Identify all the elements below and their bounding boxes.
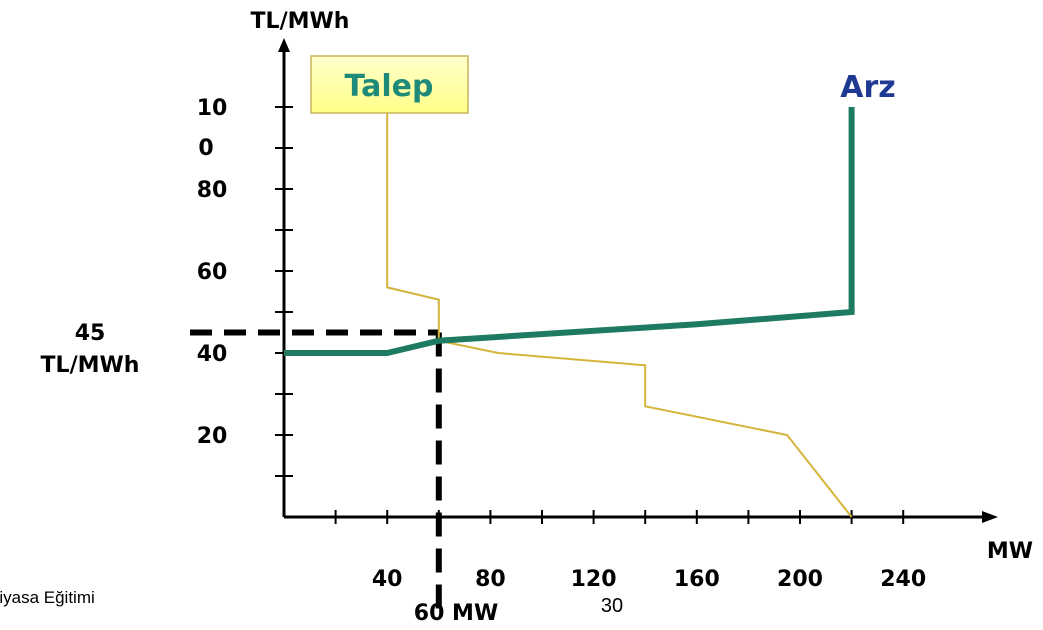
page-number: 30 [601,595,623,617]
talep-label: Talep [345,69,434,104]
series-layer [284,107,855,518]
y-tick-label: 20 [197,424,228,449]
equilibrium-price-value: 45 [75,321,106,346]
series-line-talep [386,107,853,518]
y-tick-label: 80 [197,178,228,203]
x-axis-arrow [982,511,998,523]
y-tick-label: 40 [197,342,228,367]
x-axis-title: MW [987,539,1033,564]
equilibrium-quantity-label: 60 MW [414,601,498,626]
series-line-arz [284,107,855,356]
y-axis-title: TL/MWh [251,9,350,34]
y-tick-label-wrap: 0 [198,136,213,161]
y-tick-label: 60 [197,260,228,285]
x-tick-label: 80 [475,567,506,592]
axes [278,38,998,523]
talep-box [310,55,469,114]
x-tick-label: 120 [571,567,617,592]
talep-label-box: Talep [310,55,469,114]
equilibrium-price-unit: TL/MWh [41,353,140,378]
y-axis-arrow [278,38,290,52]
arz-label: Arz [840,70,895,105]
x-tick-label: 160 [674,567,720,592]
equilibrium-guides [190,329,442,620]
x-tick-label: 240 [880,567,926,592]
x-tick-label: 40 [372,567,403,592]
tick-marks [275,106,905,524]
y-tick-label: 10 [197,96,228,121]
footer-text: Piyasa Eğitimi [0,588,95,607]
x-tick-label: 200 [777,567,823,592]
